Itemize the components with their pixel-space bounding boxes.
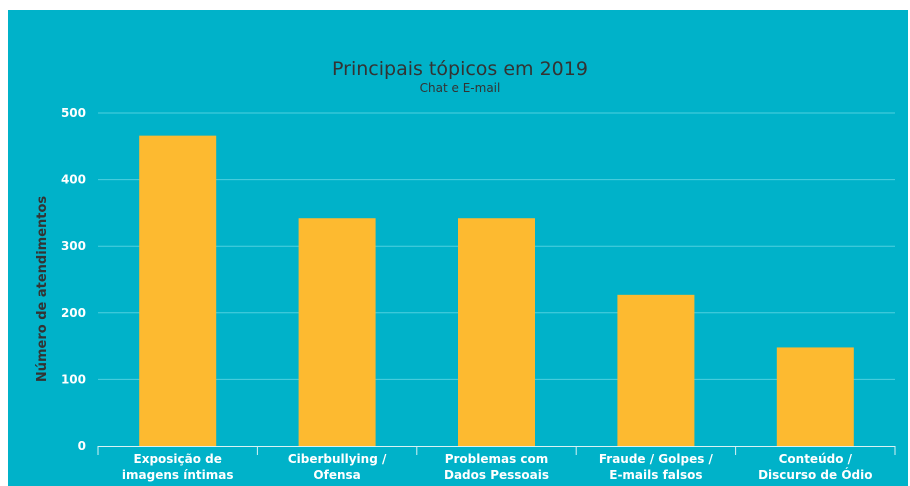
x-tick-label: Fraude / Golpes / E-mails falsos — [599, 452, 714, 482]
bar — [617, 294, 695, 446]
x-axis-ticks: Exposição de imagens íntimas Ciberbullying… — [122, 452, 873, 482]
y-axis-ticks: 0 100 200 300 400 500 — [61, 106, 86, 453]
chart-subtitle: Chat e E-mail — [420, 81, 501, 95]
x-tick-label-line: imagens íntimas — [122, 468, 234, 482]
y-axis-label: Número de atendimentos — [35, 196, 50, 383]
bar — [776, 347, 854, 446]
x-tick-label-line: Discurso de Ódio — [758, 467, 872, 482]
x-tick-label-line: Problemas com — [445, 452, 549, 466]
x-tick-label: Exposição de imagens íntimas — [122, 452, 234, 482]
x-tick-label-line: Dados Pessoais — [444, 468, 549, 482]
y-tick-label: 300 — [61, 239, 86, 253]
y-tick-label: 400 — [61, 173, 86, 187]
x-tick-label: Conteúdo / Discurso de Ódio — [758, 452, 872, 482]
x-tick-label-line: Fraude / Golpes / — [599, 452, 714, 466]
bar — [458, 218, 535, 446]
y-tick-label: 200 — [61, 306, 86, 320]
x-tick-label-line: E-mails falsos — [609, 468, 702, 482]
x-tick-label-line: Ofensa — [313, 468, 360, 482]
x-tick-label: Ciberbullying / Ofensa — [288, 452, 387, 482]
bar-chart: Principais tópicos em 2019 Chat e E-mail… — [35, 58, 896, 482]
y-tick-label: 0 — [78, 439, 86, 453]
chart-title: Principais tópicos em 2019 — [332, 58, 588, 80]
y-tick-label: 500 — [61, 106, 86, 120]
chart-container: Principais tópicos em 2019 Chat e E-mail… — [8, 10, 908, 486]
x-axis — [97, 446, 896, 455]
bars — [139, 135, 854, 447]
x-tick-label: Problemas com Dados Pessoais — [444, 452, 549, 482]
x-tick-label-line: Ciberbullying / — [288, 452, 387, 466]
x-tick-label-line: Exposição de — [134, 452, 222, 466]
bar — [298, 218, 376, 446]
x-tick-label-line: Conteúdo / — [779, 452, 853, 466]
bar — [139, 135, 217, 447]
y-tick-label: 100 — [61, 372, 86, 386]
